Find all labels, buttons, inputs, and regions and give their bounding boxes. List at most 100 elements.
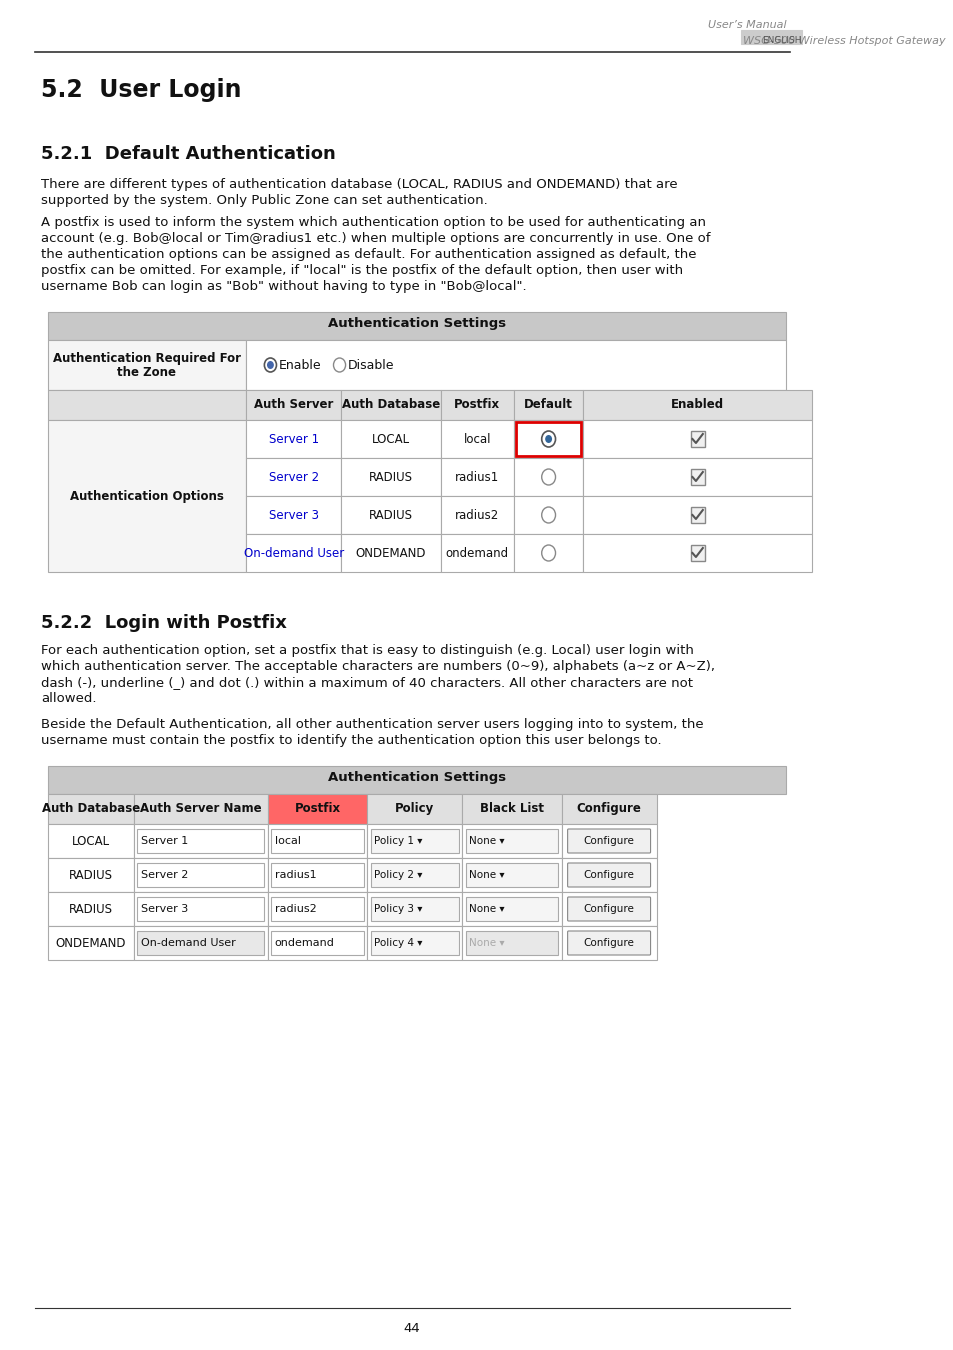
- Text: Beside the Default Authentication, all other authentication server users logging: Beside the Default Authentication, all o…: [41, 718, 703, 730]
- Text: allowed.: allowed.: [41, 693, 97, 705]
- Bar: [740, 30, 801, 45]
- Bar: [561, 824, 656, 859]
- Bar: [271, 863, 363, 887]
- FancyBboxPatch shape: [567, 896, 650, 921]
- Text: Postfix: Postfix: [294, 802, 340, 815]
- Bar: [271, 896, 363, 921]
- Text: Configure: Configure: [583, 904, 634, 914]
- Bar: [582, 390, 811, 420]
- Text: Server 3: Server 3: [269, 509, 318, 522]
- Text: On-demand User: On-demand User: [141, 938, 235, 948]
- Bar: [690, 545, 704, 562]
- Bar: [465, 829, 558, 853]
- Bar: [268, 824, 367, 859]
- Text: Server 1: Server 1: [141, 836, 188, 846]
- Text: username must contain the postfix to identify the authentication option this use: username must contain the postfix to ide…: [41, 734, 661, 747]
- Text: Server 2: Server 2: [269, 471, 318, 485]
- Bar: [48, 765, 785, 794]
- Circle shape: [264, 358, 276, 373]
- Bar: [462, 824, 561, 859]
- Bar: [341, 535, 440, 572]
- Text: Auth Server Name: Auth Server Name: [140, 802, 261, 815]
- Bar: [246, 390, 341, 420]
- Circle shape: [541, 508, 555, 522]
- Bar: [514, 495, 582, 535]
- Text: None ▾: None ▾: [469, 836, 504, 846]
- Text: Auth Database: Auth Database: [42, 802, 140, 815]
- Text: Server 2: Server 2: [141, 869, 188, 880]
- Bar: [268, 892, 367, 926]
- Bar: [516, 423, 580, 456]
- Bar: [246, 420, 341, 458]
- Bar: [462, 794, 561, 824]
- Text: ONDEMAND: ONDEMAND: [355, 547, 426, 560]
- Text: RADIUS: RADIUS: [69, 869, 112, 882]
- Bar: [246, 458, 341, 495]
- Bar: [137, 896, 264, 921]
- Bar: [440, 495, 514, 535]
- Bar: [271, 931, 363, 954]
- Bar: [371, 829, 458, 853]
- Bar: [465, 896, 558, 921]
- Bar: [271, 829, 363, 853]
- Bar: [561, 794, 656, 824]
- Bar: [341, 458, 440, 495]
- Text: Policy 2 ▾: Policy 2 ▾: [374, 869, 422, 880]
- Text: RADIUS: RADIUS: [369, 471, 413, 485]
- Text: Enable: Enable: [279, 359, 321, 373]
- Text: RADIUS: RADIUS: [369, 509, 413, 522]
- Text: Black List: Black List: [479, 802, 543, 815]
- Text: supported by the system. Only Public Zone can set authentication.: supported by the system. Only Public Zon…: [41, 194, 488, 207]
- Bar: [582, 535, 811, 572]
- Circle shape: [544, 435, 552, 443]
- FancyBboxPatch shape: [567, 863, 650, 887]
- Text: local: local: [463, 433, 491, 446]
- Bar: [690, 431, 704, 447]
- Text: Auth Server: Auth Server: [253, 398, 334, 410]
- Bar: [440, 420, 514, 458]
- Text: radius2: radius2: [455, 509, 499, 522]
- Text: Server 3: Server 3: [141, 904, 188, 914]
- Text: Policy: Policy: [395, 802, 434, 815]
- Bar: [367, 892, 462, 926]
- Text: A postfix is used to inform the system which authentication option to be used fo: A postfix is used to inform the system w…: [41, 216, 706, 230]
- Text: Authentication Settings: Authentication Settings: [328, 317, 505, 329]
- Circle shape: [267, 360, 274, 369]
- Text: username Bob can login as "Bob" without having to type in "Bob@local".: username Bob can login as "Bob" without …: [41, 279, 527, 293]
- Text: Configure: Configure: [583, 836, 634, 846]
- Bar: [48, 926, 133, 960]
- Text: account (e.g. Bob@local or Tim@radius1 etc.) when multiple options are concurren: account (e.g. Bob@local or Tim@radius1 e…: [41, 232, 710, 244]
- Text: the Zone: the Zone: [117, 366, 176, 379]
- Text: radius1: radius1: [274, 869, 316, 880]
- Text: User’s Manual: User’s Manual: [707, 20, 785, 30]
- Text: Configure: Configure: [576, 802, 640, 815]
- Bar: [133, 794, 268, 824]
- Bar: [341, 420, 440, 458]
- Text: ondemand: ondemand: [274, 938, 335, 948]
- Bar: [582, 458, 811, 495]
- Text: ENGLISH: ENGLISH: [761, 36, 801, 45]
- Circle shape: [334, 358, 345, 373]
- Text: Policy 4 ▾: Policy 4 ▾: [374, 938, 422, 948]
- Bar: [561, 859, 656, 892]
- Bar: [137, 829, 264, 853]
- Text: LOCAL: LOCAL: [71, 836, 110, 848]
- Text: ONDEMAND: ONDEMAND: [55, 937, 126, 950]
- Bar: [341, 495, 440, 535]
- Bar: [133, 926, 268, 960]
- Text: Configure: Configure: [583, 938, 634, 948]
- Text: local: local: [274, 836, 300, 846]
- Text: Authentication Settings: Authentication Settings: [328, 771, 505, 784]
- Text: 5.2  User Login: 5.2 User Login: [41, 78, 242, 103]
- Text: 5.2.1  Default Authentication: 5.2.1 Default Authentication: [41, 144, 335, 163]
- Bar: [48, 312, 785, 340]
- Bar: [48, 892, 133, 926]
- Text: Postfix: Postfix: [454, 398, 500, 410]
- Circle shape: [541, 545, 555, 562]
- Bar: [462, 892, 561, 926]
- Text: 5.2.2  Login with Postfix: 5.2.2 Login with Postfix: [41, 614, 287, 632]
- Bar: [371, 863, 458, 887]
- Text: For each authentication option, set a postfix that is easy to distinguish (e.g. : For each authentication option, set a po…: [41, 644, 694, 657]
- Text: ondemand: ondemand: [445, 547, 508, 560]
- Bar: [133, 892, 268, 926]
